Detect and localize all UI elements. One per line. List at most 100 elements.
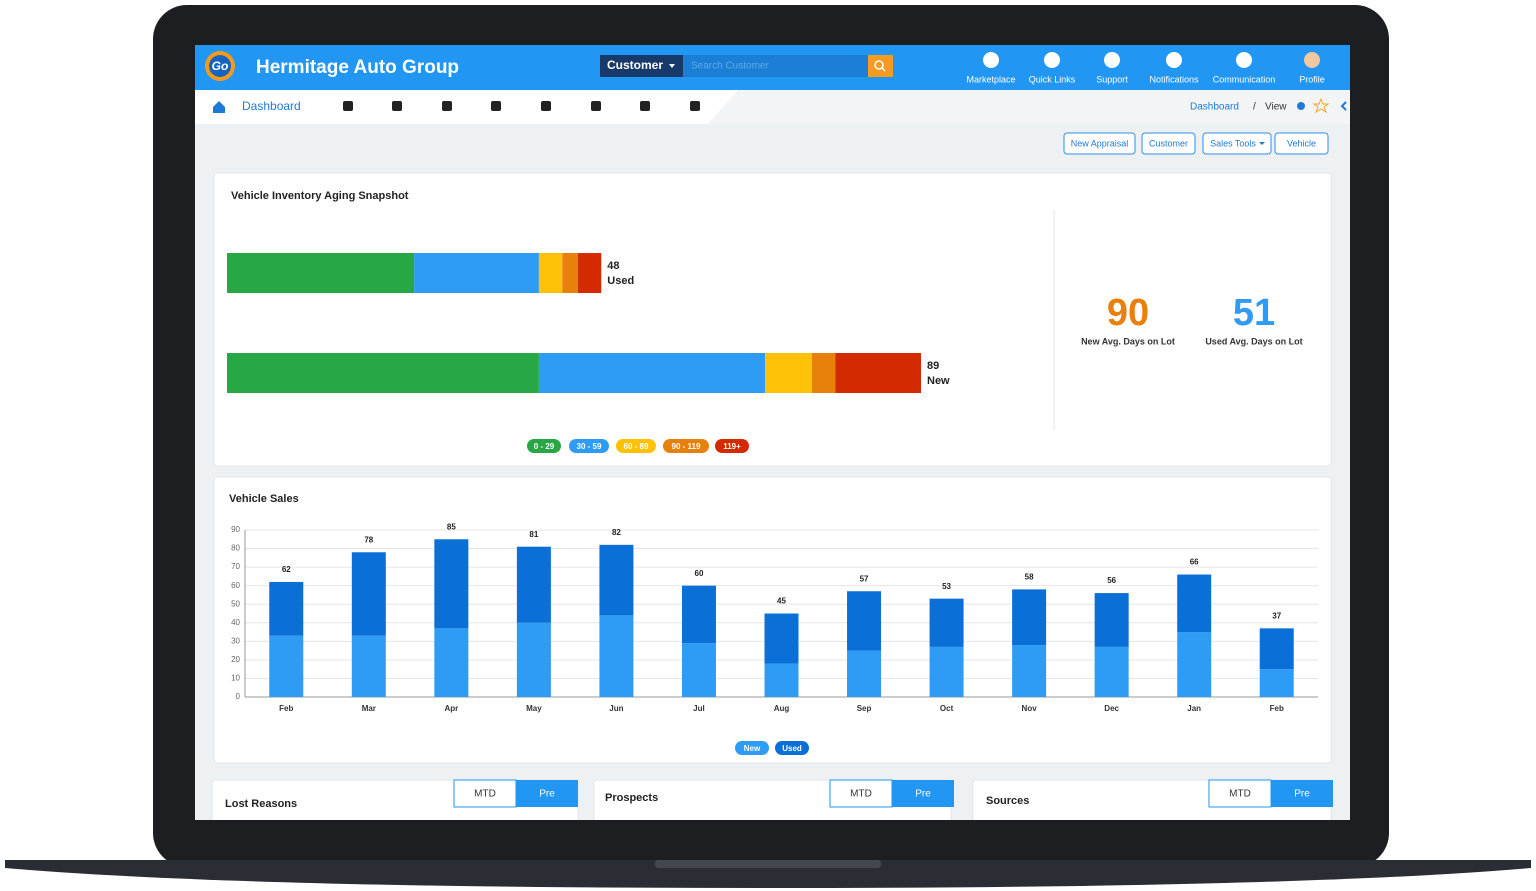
legend-swatch[interactable] xyxy=(715,439,749,453)
legend-swatch[interactable] xyxy=(735,741,769,755)
bar-segment xyxy=(1012,589,1047,646)
x-tick-label: Feb xyxy=(279,704,293,713)
nav-label[interactable]: Notifications xyxy=(1149,74,1199,84)
nav-label[interactable]: Communication xyxy=(1213,74,1276,84)
bar-segment xyxy=(538,353,766,393)
bar-total: 66 xyxy=(1190,558,1199,567)
kpi-value: 90 xyxy=(1107,292,1149,334)
y-tick-label: 40 xyxy=(231,618,240,627)
nav-icon[interactable] xyxy=(1236,52,1252,68)
share-icon[interactable] xyxy=(1297,102,1305,110)
action-label: Sales Tools xyxy=(1210,138,1256,148)
home-icon[interactable] xyxy=(213,101,225,113)
caret xyxy=(1259,142,1265,145)
toolbar-icon[interactable] xyxy=(442,101,452,111)
star-icon[interactable] xyxy=(1312,97,1330,114)
bar-segment xyxy=(227,253,415,293)
laptop-base xyxy=(5,860,1531,888)
legend-label: 119+ xyxy=(723,442,741,451)
bar-total: 48 xyxy=(607,260,619,272)
bar-total: 85 xyxy=(447,522,456,531)
x-tick-label: May xyxy=(526,704,542,713)
search-type-label: Customer xyxy=(607,58,663,72)
x-tick-label: Jan xyxy=(1187,704,1201,713)
action-label: Vehicle xyxy=(1287,138,1316,148)
bar-segment xyxy=(1177,574,1212,633)
legend-swatch[interactable] xyxy=(616,439,656,453)
nav-icon[interactable] xyxy=(983,52,999,68)
bar-total: 53 xyxy=(942,582,951,591)
legend-swatch[interactable] xyxy=(569,439,609,453)
toolbar-icon[interactable] xyxy=(640,101,650,111)
bar-segment xyxy=(269,581,304,636)
toggle-pre[interactable] xyxy=(892,780,954,807)
action-button[interactable] xyxy=(1202,132,1272,155)
screen: Go Hermitage Auto Group Customer Search … xyxy=(195,45,1350,820)
kpi-label: New Avg. Days on Lot xyxy=(1081,336,1175,346)
toggle-pre[interactable] xyxy=(1271,780,1333,807)
toolbar-tabs xyxy=(195,90,738,124)
panel-title: Prospects xyxy=(605,792,658,804)
legend-swatch[interactable] xyxy=(527,439,561,453)
toolbar-icon[interactable] xyxy=(491,101,501,111)
x-tick-label: Sep xyxy=(857,704,872,713)
bar-segment xyxy=(227,353,539,393)
breadcrumb[interactable]: Dashboard xyxy=(1190,102,1239,113)
x-tick-label: Apr xyxy=(444,704,458,713)
card-title: Vehicle Sales xyxy=(229,493,299,505)
search-icon xyxy=(874,60,884,70)
action-button[interactable] xyxy=(1141,132,1196,155)
card-title: Vehicle Inventory Aging Snapshot xyxy=(231,190,409,202)
toggle-mtd[interactable] xyxy=(1208,779,1272,808)
legend-swatch[interactable] xyxy=(775,741,809,755)
bar-segment xyxy=(681,585,716,644)
bar-segment xyxy=(562,253,578,293)
caret xyxy=(669,64,675,68)
search-type[interactable] xyxy=(600,55,683,77)
x-tick-label: Jul xyxy=(693,704,705,713)
y-tick-label: 90 xyxy=(231,525,240,534)
bar-total: 56 xyxy=(1107,576,1116,585)
bar-segment xyxy=(847,650,882,697)
nav-icon[interactable] xyxy=(1166,52,1182,68)
x-tick-label: Dec xyxy=(1104,704,1119,713)
collapse-icon[interactable] xyxy=(1340,101,1347,111)
action-button[interactable] xyxy=(1063,132,1136,155)
search-placeholder: Search Customer xyxy=(691,61,769,72)
search-input[interactable] xyxy=(683,55,868,77)
x-tick-label: Oct xyxy=(940,704,954,713)
toggle-pre[interactable] xyxy=(516,780,578,807)
nav-icon[interactable] xyxy=(1304,52,1320,68)
nav-icon[interactable] xyxy=(1044,52,1060,68)
toggle-label: MTD xyxy=(474,789,496,800)
nav-label[interactable]: Marketplace xyxy=(966,74,1015,84)
toolbar-icon[interactable] xyxy=(343,101,353,111)
toggle-label: Pre xyxy=(1294,789,1310,800)
bar-total: 89 xyxy=(927,360,939,372)
search-icon xyxy=(881,67,886,72)
toolbar-icon[interactable] xyxy=(541,101,551,111)
legend-label: New xyxy=(744,744,761,753)
search-button[interactable] xyxy=(868,55,893,77)
x-tick-label: Mar xyxy=(362,704,376,713)
y-tick-label: 60 xyxy=(231,581,240,590)
bar-total: 81 xyxy=(529,530,538,539)
toolbar-icon[interactable] xyxy=(591,101,601,111)
nav-icon[interactable] xyxy=(1104,52,1120,68)
toggle-label: MTD xyxy=(850,789,872,800)
toggle-mtd[interactable] xyxy=(829,779,893,808)
nav-label[interactable]: Quick Links xyxy=(1029,74,1076,84)
legend-swatch[interactable] xyxy=(663,439,709,453)
bar-segment xyxy=(1259,628,1294,670)
bar-segment xyxy=(599,615,634,697)
bar-segment xyxy=(1094,593,1129,647)
toolbar-icon[interactable] xyxy=(690,101,700,111)
tab-dashboard[interactable]: Dashboard xyxy=(242,99,301,113)
nav-label[interactable]: Profile xyxy=(1299,74,1325,84)
action-button[interactable] xyxy=(1274,132,1329,155)
toolbar-icon[interactable] xyxy=(392,101,402,111)
bar-segment xyxy=(351,635,386,697)
nav-label[interactable]: Support xyxy=(1096,74,1128,84)
bar-segment xyxy=(1012,645,1047,697)
bar-segment xyxy=(1094,646,1129,697)
